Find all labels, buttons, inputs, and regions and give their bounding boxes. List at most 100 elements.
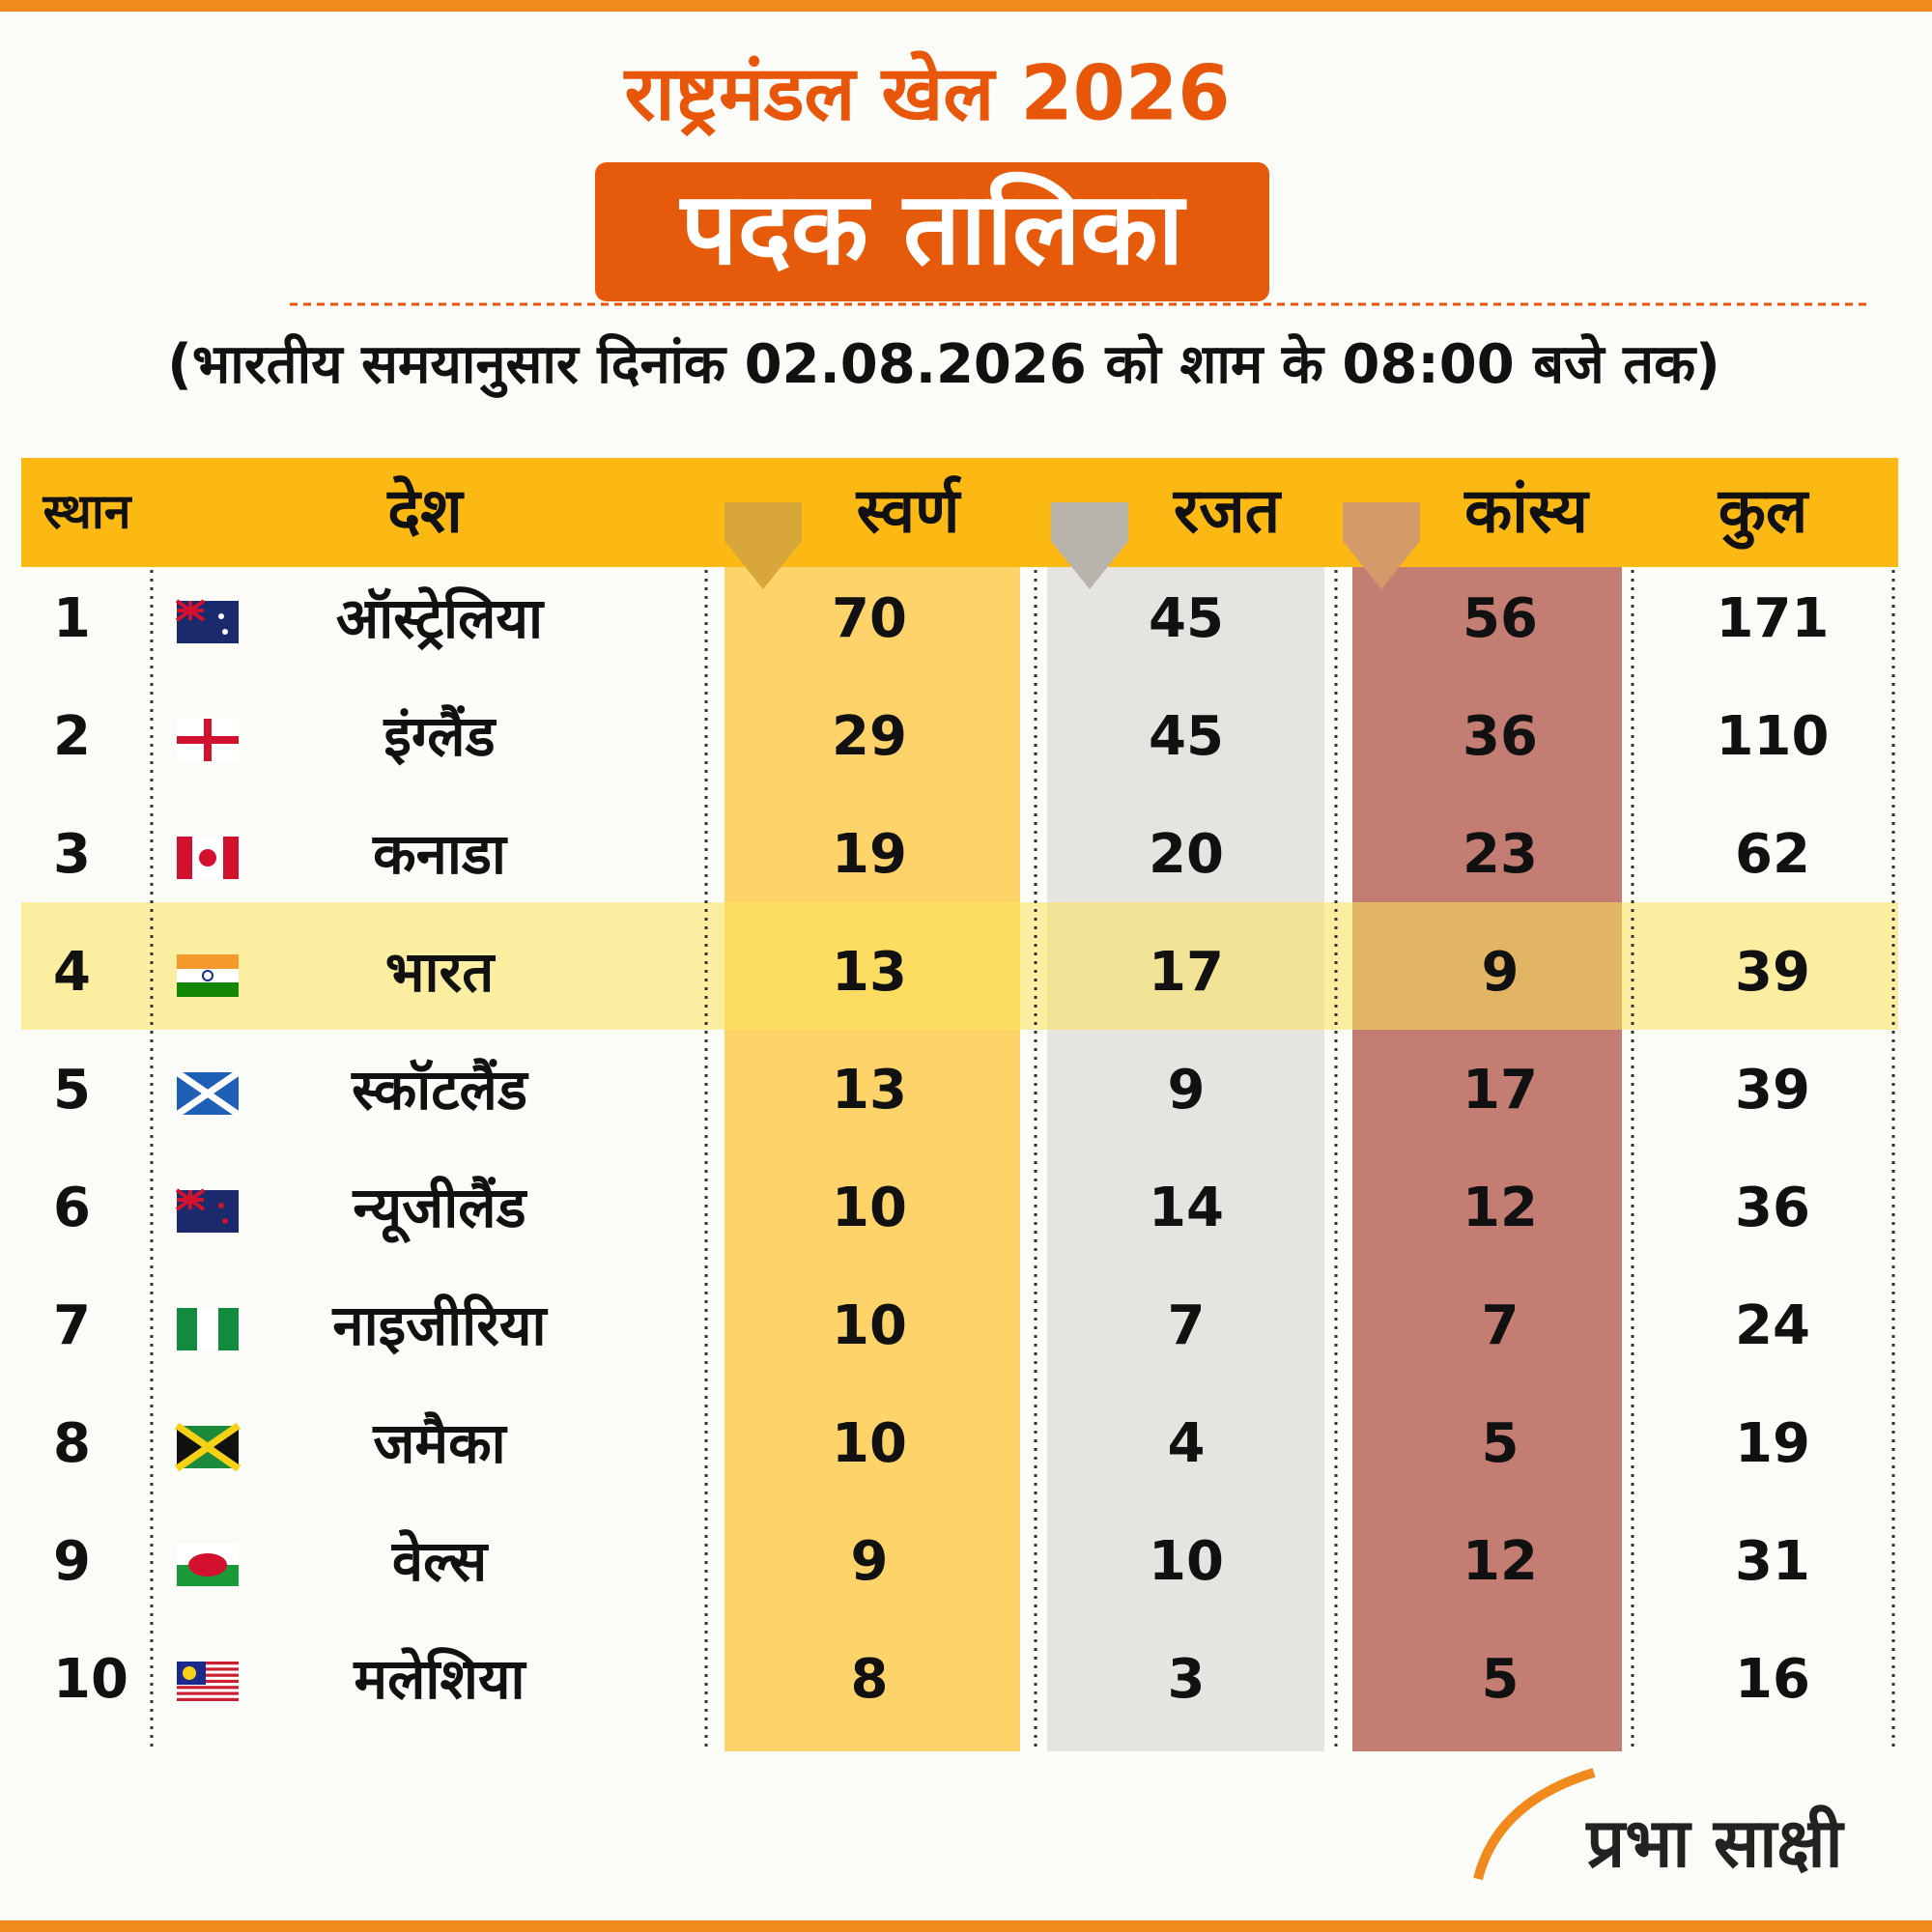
bronze-cell: 12 (1463, 1177, 1538, 1239)
flag-part (222, 629, 228, 635)
flag (175, 1069, 241, 1118)
flag-part (177, 1679, 239, 1684)
bronze-cell: 5 (1482, 1648, 1520, 1711)
rank-cell: 8 (53, 1412, 91, 1475)
flag-part (177, 982, 239, 997)
bronze-cell: 17 (1463, 1059, 1538, 1122)
bronze-cell: 7 (1482, 1294, 1520, 1357)
flag (177, 1308, 239, 1350)
rank-cell: 7 (53, 1294, 91, 1357)
flag-part (218, 613, 224, 619)
flag (177, 837, 239, 879)
country-name: जमैका (372, 1410, 507, 1476)
flag-part (177, 1430, 239, 1464)
gold-cell: 19 (832, 823, 907, 886)
column-header: कुल (1718, 476, 1810, 551)
flag-part (188, 1553, 227, 1577)
flag-part (177, 1691, 239, 1695)
gold-cell: 13 (832, 1059, 907, 1122)
flag-part (175, 1069, 241, 1118)
flag (177, 719, 239, 761)
bronze-column (1352, 567, 1622, 1751)
flag (177, 954, 239, 997)
gold-cell: 29 (832, 705, 907, 768)
bronze-cell: 36 (1463, 705, 1538, 768)
bronze-cell: 23 (1463, 823, 1538, 886)
silver-cell: 45 (1149, 705, 1224, 768)
flag-part (177, 1662, 239, 1665)
top-border (0, 0, 1932, 12)
column-header: रजत (1173, 476, 1283, 548)
rank-cell: 10 (53, 1648, 128, 1711)
gold-cell: 9 (851, 1530, 889, 1593)
country-name: वेल्स (391, 1528, 489, 1594)
country-name: कनाडा (372, 821, 508, 887)
medal-icons (724, 502, 1420, 589)
rank-cell: 2 (53, 705, 91, 768)
country-name: भारत (385, 939, 497, 1005)
flag-part (177, 736, 239, 744)
flag-part (177, 837, 192, 879)
flag-part (177, 1308, 197, 1350)
bronze-cell: 12 (1463, 1530, 1538, 1593)
highlight-row (21, 902, 1898, 1030)
flag-part (177, 1667, 239, 1671)
rank-cell: 9 (53, 1530, 91, 1593)
silver-cell: 14 (1149, 1177, 1224, 1239)
country-name: ऑस्ट्रेलिया (336, 585, 545, 651)
silver-cell: 7 (1168, 1294, 1206, 1357)
silver-cell: 17 (1149, 941, 1224, 1004)
gold-cell: 10 (832, 1412, 907, 1475)
rank-cell: 6 (53, 1177, 91, 1239)
silver-cell: 45 (1149, 587, 1224, 650)
flag-part (218, 1203, 224, 1208)
flag-part (177, 954, 239, 969)
country-name: मलेशिया (353, 1646, 526, 1712)
country-name: इंग्लैंड (383, 703, 497, 769)
badge (595, 162, 1269, 301)
flag (175, 1188, 239, 1233)
badge-text: पदक तालिका (679, 169, 1188, 287)
column-header: देश (386, 475, 465, 548)
gold-cell: 10 (832, 1177, 907, 1239)
total-cell: 171 (1717, 587, 1830, 650)
gold-column (724, 567, 1020, 1751)
gold-cell: 70 (832, 587, 907, 650)
total-cell: 39 (1735, 1059, 1810, 1122)
flag-part (202, 970, 213, 981)
total-cell: 16 (1735, 1648, 1810, 1711)
title: राष्ट्रमंडल खेल 2026 (622, 49, 1230, 137)
silver-cell: 4 (1168, 1412, 1206, 1475)
flag-part (177, 1697, 239, 1701)
flag-part (199, 849, 216, 867)
flag (177, 1544, 239, 1586)
flag-part (222, 1218, 228, 1224)
column-header: स्थान (42, 484, 132, 540)
country-name: स्कॉटलैंड (351, 1057, 529, 1122)
flag (174, 1422, 242, 1472)
gold-cell: 8 (851, 1648, 889, 1711)
gold-cell: 10 (832, 1294, 907, 1357)
rank-cell: 5 (53, 1059, 91, 1122)
note: (भारतीय समयानुसार दिनांक 02.08.2026 को श… (167, 332, 1719, 398)
silver-column (1047, 567, 1324, 1751)
flag (177, 1662, 239, 1704)
logo-swoosh (1473, 1768, 1596, 1881)
country-name: न्यूजीलैंड (352, 1175, 527, 1244)
bronze-cell: 5 (1482, 1412, 1520, 1475)
silver-cell: 9 (1168, 1059, 1206, 1122)
country-name: नाइजीरिया (331, 1293, 548, 1358)
flag-part (223, 837, 239, 879)
header-band (21, 458, 1898, 567)
bronze-cell: 9 (1482, 941, 1520, 1004)
total-cell: 36 (1735, 1177, 1810, 1239)
flag-part (177, 1686, 239, 1690)
total-cell: 31 (1735, 1530, 1810, 1593)
column-header: स्वर्ण (856, 475, 962, 548)
flag-part (175, 599, 206, 622)
silver-cell: 20 (1149, 823, 1224, 886)
rank-cell: 4 (53, 941, 91, 1004)
flag-part (175, 1188, 206, 1211)
